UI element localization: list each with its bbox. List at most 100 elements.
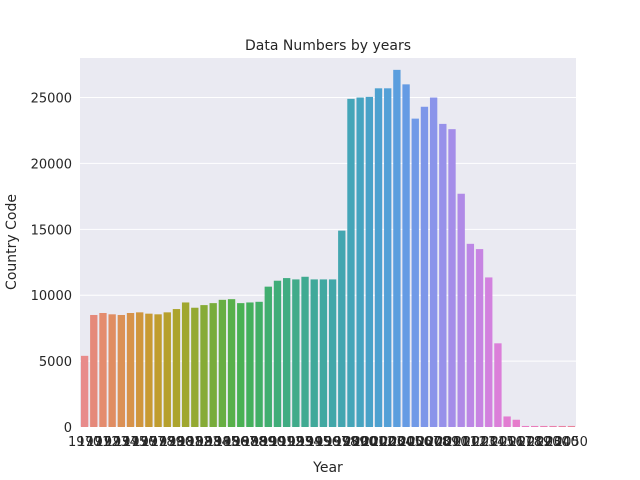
- bar-1991: [273, 280, 282, 427]
- x-tick-label: 2012: [454, 435, 487, 450]
- x-tick-label: 2013: [463, 435, 496, 450]
- x-tick-label: 2015: [481, 435, 514, 450]
- bar-1982: [191, 307, 199, 427]
- bar-2050: [567, 425, 576, 427]
- x-tick-label: 1989: [243, 435, 276, 450]
- bar-2002: [374, 88, 383, 427]
- bar-2015: [494, 343, 502, 427]
- bar-1993: [292, 279, 300, 427]
- x-tick-label: 1979: [151, 435, 184, 450]
- bar-1994: [301, 276, 309, 427]
- x-tick-label: 2018: [509, 435, 542, 450]
- bar-2013: [475, 249, 484, 427]
- bar-2010: [448, 129, 456, 427]
- x-tick-label: 1992: [270, 435, 303, 450]
- bar-1981: [181, 302, 190, 427]
- x-tick-label: 2005: [390, 435, 423, 450]
- bar-1985: [218, 299, 227, 427]
- x-axis-label: Year: [312, 460, 343, 476]
- bar-2008: [429, 97, 438, 428]
- bar-2019: [530, 425, 539, 427]
- y-tick-label: 5000: [39, 355, 72, 370]
- bar-1980: [172, 309, 181, 427]
- y-tick-label: 0: [64, 421, 72, 436]
- x-tick-label: 1983: [187, 435, 220, 450]
- bar-1979: [163, 312, 171, 427]
- x-tick-label: 2017: [500, 435, 533, 450]
- y-tick-label: 25000: [31, 92, 72, 107]
- bar-1971: [90, 314, 98, 427]
- x-tick-label: 1981: [169, 435, 202, 450]
- x-tick-label: 2009: [426, 435, 459, 450]
- bar-2016: [503, 416, 511, 427]
- x-tick-label: 1975: [114, 435, 147, 450]
- x-tick-label: 2050: [555, 435, 588, 450]
- x-tick-label: 1995: [298, 435, 331, 450]
- x-tick-label: 2040: [546, 435, 579, 450]
- x-tick-label: 2014: [472, 435, 505, 450]
- bar-1973: [108, 314, 116, 427]
- chart-title: Data Numbers by years: [245, 38, 411, 54]
- y-tick-labels: 0 5000 10000 15000 20000 25000: [31, 92, 72, 436]
- y-axis-label: Country Code: [4, 194, 20, 290]
- x-tick-label: 1999: [334, 435, 367, 450]
- bar-2017: [512, 419, 520, 427]
- bar-2018: [521, 425, 530, 427]
- x-tick-label: 1988: [233, 435, 266, 450]
- bar-2012: [466, 243, 475, 427]
- plot-background: [80, 58, 576, 427]
- bar-1975: [126, 313, 135, 427]
- bar-1983: [200, 305, 208, 427]
- x-tick-label: 1972: [86, 435, 119, 450]
- x-tick-label: 1971: [77, 435, 110, 450]
- x-tick-label: 2003: [371, 435, 404, 450]
- x-tick-label: 2007: [408, 435, 441, 450]
- bar-1970: [80, 355, 89, 427]
- bar-2004: [393, 69, 401, 427]
- bar-1986: [227, 299, 236, 427]
- x-tick-label: 1976: [123, 435, 156, 450]
- x-tick-label: 1990: [252, 435, 285, 450]
- x-tick-label: 1978: [142, 435, 175, 450]
- bar-2005: [402, 84, 410, 427]
- bar-2011: [457, 193, 465, 427]
- bar-1976: [136, 312, 144, 427]
- bar-2040: [558, 425, 566, 427]
- x-tick-label: 2030: [536, 435, 569, 450]
- bar-1972: [99, 313, 107, 427]
- bar-1998: [338, 230, 346, 427]
- x-tick-label: 2006: [399, 435, 432, 450]
- bar-1992: [282, 278, 291, 427]
- x-tick-label: 1994: [288, 435, 321, 450]
- x-tick-label: 1993: [279, 435, 312, 450]
- bar-1988: [246, 302, 254, 427]
- y-tick-label: 10000: [31, 289, 72, 304]
- x-tick-label: 1977: [132, 435, 165, 450]
- x-tick-label: 1996: [307, 435, 340, 450]
- x-tick-label: 1991: [261, 435, 294, 450]
- bar-1978: [154, 314, 162, 427]
- bar-1990: [264, 286, 272, 427]
- gridlines: [80, 97, 576, 428]
- bar-2009: [439, 123, 447, 428]
- x-tick-label: 1973: [96, 435, 129, 450]
- x-tick-label: 2020: [527, 435, 560, 450]
- y-tick-label: 15000: [31, 223, 72, 238]
- x-tick-label: 1970: [68, 435, 101, 450]
- bar-1974: [117, 314, 126, 427]
- bar-1997: [328, 279, 337, 427]
- bar-1995: [310, 279, 318, 427]
- x-tick-label: 2016: [491, 435, 524, 450]
- x-tick-label: 1974: [105, 435, 138, 450]
- bar-2001: [365, 96, 374, 428]
- x-tick-label: 1984: [197, 435, 230, 450]
- x-tick-label: 2000: [344, 435, 377, 450]
- bar-1987: [237, 303, 245, 427]
- x-tick-label: 2002: [362, 435, 395, 450]
- bar-2007: [420, 106, 429, 427]
- x-tick-label: 1980: [160, 435, 193, 450]
- x-tick-label: 2011: [445, 435, 478, 450]
- y-tick-label: 20000: [31, 157, 72, 172]
- x-tick-label: 1985: [206, 435, 239, 450]
